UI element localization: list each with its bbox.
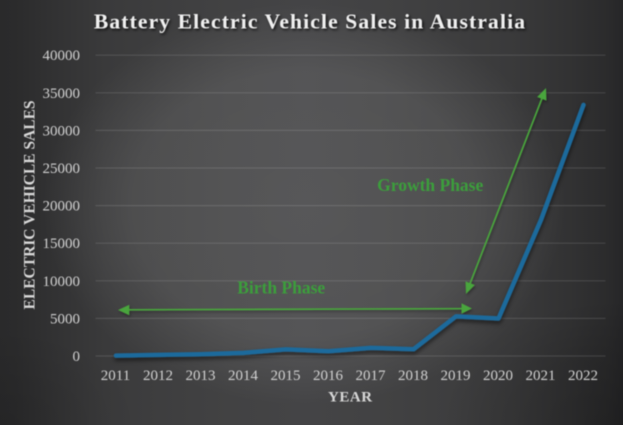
svg-text:2013: 2013 — [186, 368, 216, 384]
svg-text:0: 0 — [73, 349, 81, 365]
svg-text:2014: 2014 — [228, 368, 259, 384]
svg-text:2015: 2015 — [271, 368, 301, 384]
svg-text:Growth Phase: Growth Phase — [377, 175, 483, 195]
svg-text:40000: 40000 — [43, 48, 81, 64]
svg-text:2020: 2020 — [483, 368, 513, 384]
svg-text:2021: 2021 — [526, 368, 556, 384]
svg-text:5000: 5000 — [50, 311, 80, 327]
svg-text:2022: 2022 — [568, 368, 598, 384]
svg-text:15000: 15000 — [43, 236, 81, 252]
svg-text:20000: 20000 — [43, 199, 81, 215]
svg-text:2012: 2012 — [143, 368, 173, 384]
svg-text:25000: 25000 — [43, 161, 81, 177]
svg-text:YEAR: YEAR — [328, 390, 373, 406]
svg-text:2018: 2018 — [398, 368, 428, 384]
svg-text:Birth Phase: Birth Phase — [237, 278, 325, 298]
svg-text:Battery Electric Vehicle Sales: Battery Electric Vehicle Sales in Austra… — [94, 10, 526, 34]
svg-text:ELECTRIC VEHICLE SALES: ELECTRIC VEHICLE SALES — [22, 100, 39, 309]
svg-text:2019: 2019 — [441, 368, 471, 384]
svg-text:2016: 2016 — [313, 368, 344, 384]
svg-text:10000: 10000 — [43, 274, 81, 290]
svg-text:2011: 2011 — [101, 368, 130, 384]
svg-text:30000: 30000 — [43, 123, 81, 139]
svg-text:2017: 2017 — [356, 368, 387, 384]
svg-text:35000: 35000 — [43, 86, 81, 102]
